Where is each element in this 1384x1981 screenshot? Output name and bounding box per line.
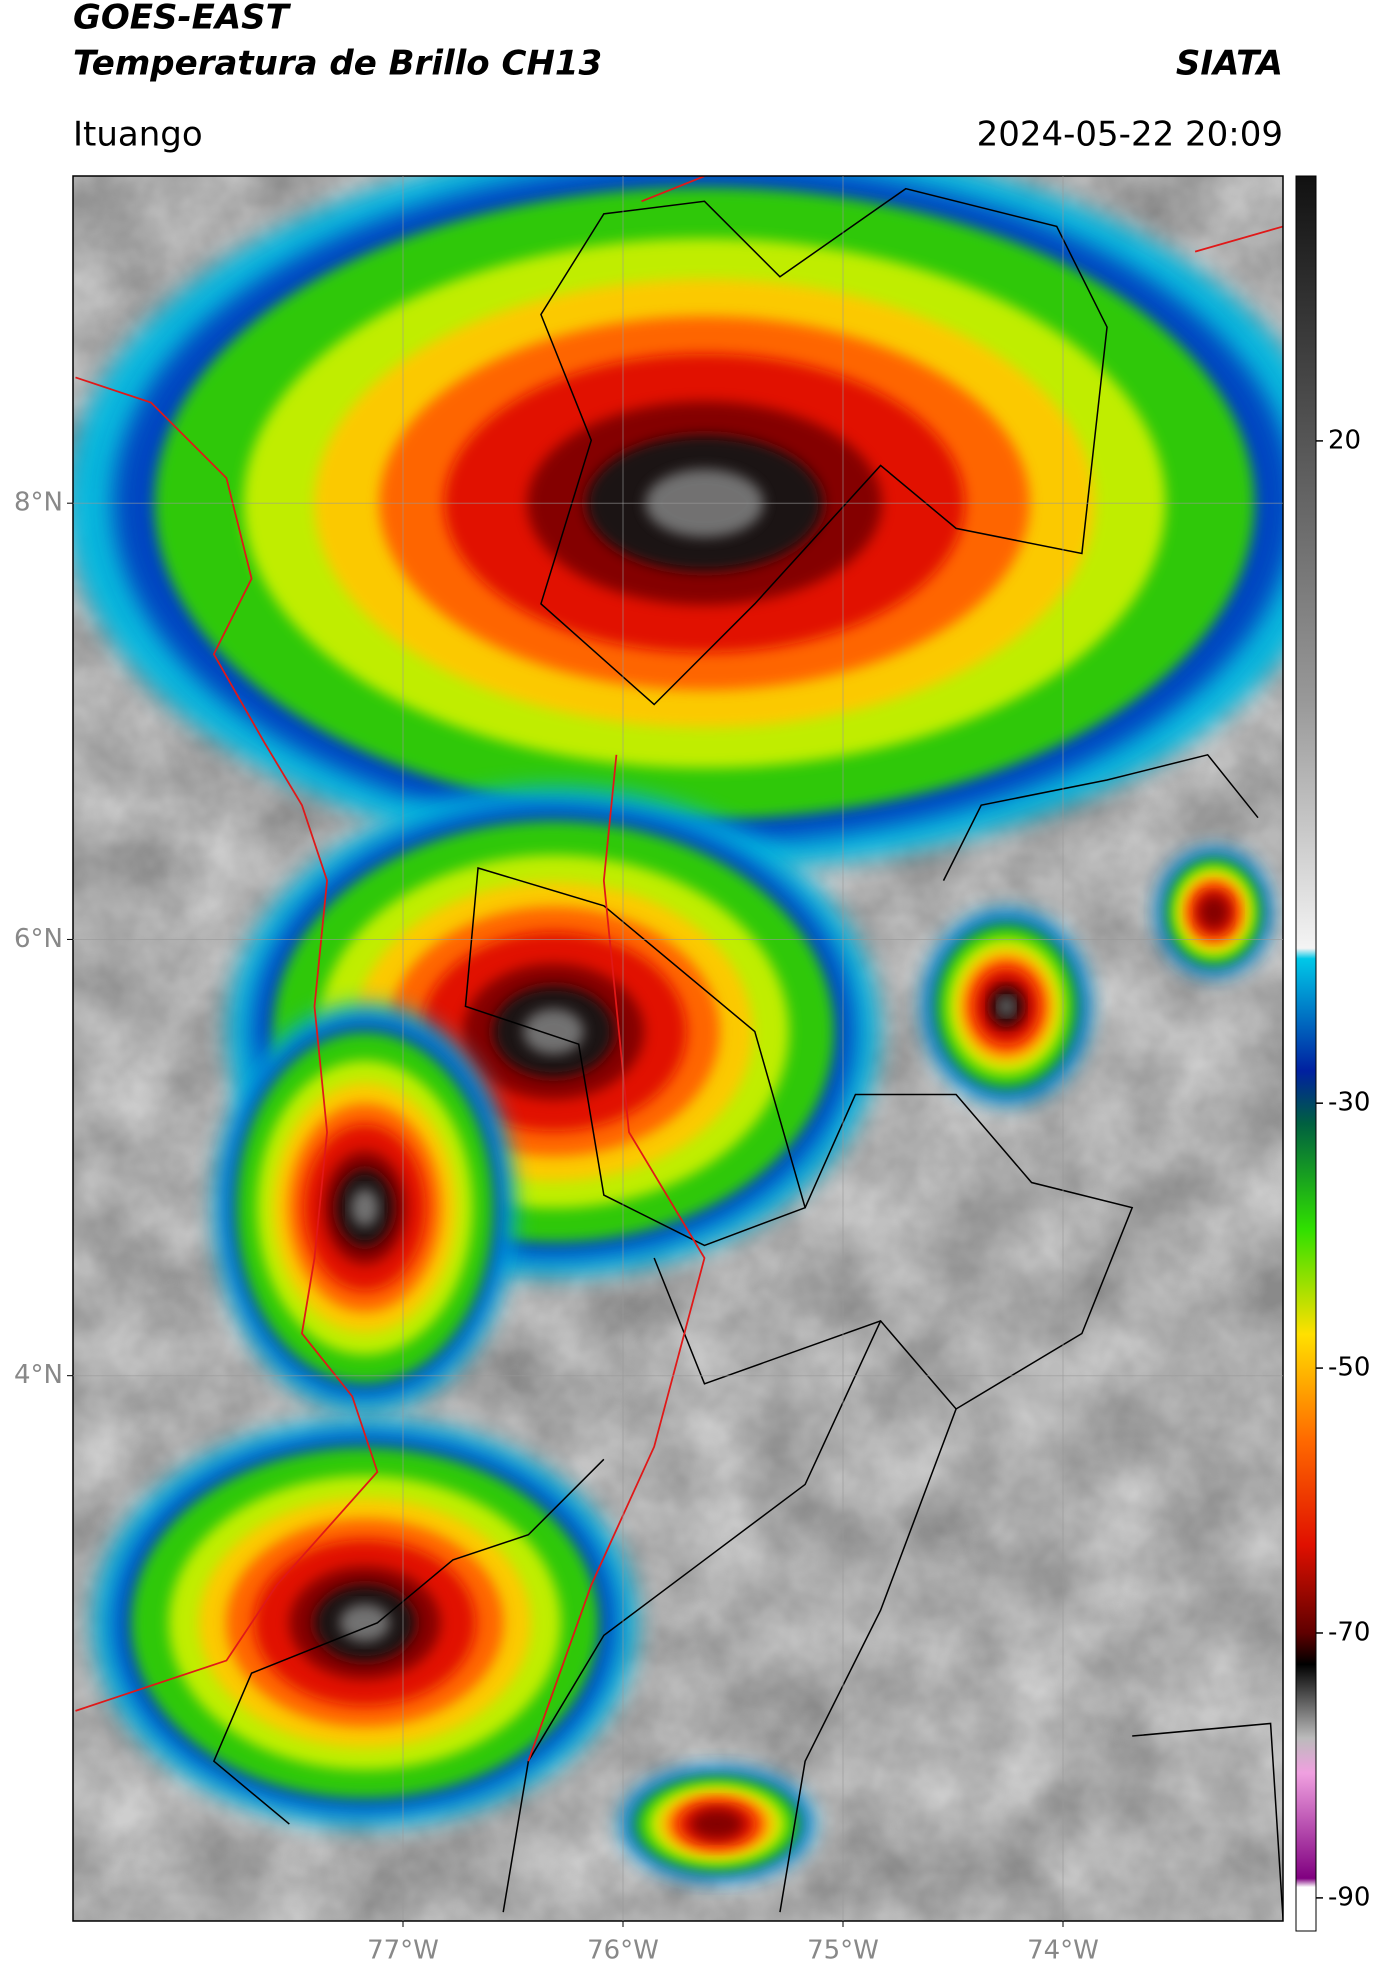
cloud-layer xyxy=(339,1603,390,1642)
colorbar-tick-label: -50 xyxy=(1328,1353,1370,1383)
y-tick-label: 8°N xyxy=(14,488,63,518)
datetime: 2024-05-22 20:09 xyxy=(977,115,1283,155)
x-tick-label: 74°W xyxy=(1027,1936,1099,1966)
cloud-layer xyxy=(690,1809,744,1840)
x-tick-label: 75°W xyxy=(807,1936,879,1966)
colorbar-tick-label: 20 xyxy=(1328,425,1361,455)
cloud-layer xyxy=(1198,895,1230,930)
y-tick-label: 4°N xyxy=(14,1360,63,1390)
colorbar-tick-label: -70 xyxy=(1328,1617,1370,1647)
colorbar xyxy=(1295,175,1317,1932)
coastline xyxy=(75,176,1283,1762)
x-tick-label: 76°W xyxy=(587,1936,659,1966)
cloud-layer xyxy=(523,1008,584,1055)
source: SIATA xyxy=(1176,44,1283,84)
colorbar-tick-label: -30 xyxy=(1328,1088,1370,1118)
title: GOES-EAST xyxy=(73,0,292,38)
subtitle: Temperatura de Brillo CH13 xyxy=(73,44,602,84)
cloud-layer xyxy=(998,997,1014,1016)
x-tick-label: 77°W xyxy=(367,1936,439,1966)
grid: 77°W 76°W 75°W 74°W 4°N 6°N 8°N xyxy=(14,176,1283,1966)
colorbar-tick-label: -90 xyxy=(1328,1882,1370,1912)
y-tick-label: 6°N xyxy=(14,924,63,954)
borders xyxy=(212,187,1283,1921)
cloud-layer xyxy=(350,1188,379,1227)
location: Ituango xyxy=(73,115,203,155)
map-frame xyxy=(72,175,1284,1922)
map-image xyxy=(73,176,1283,1921)
